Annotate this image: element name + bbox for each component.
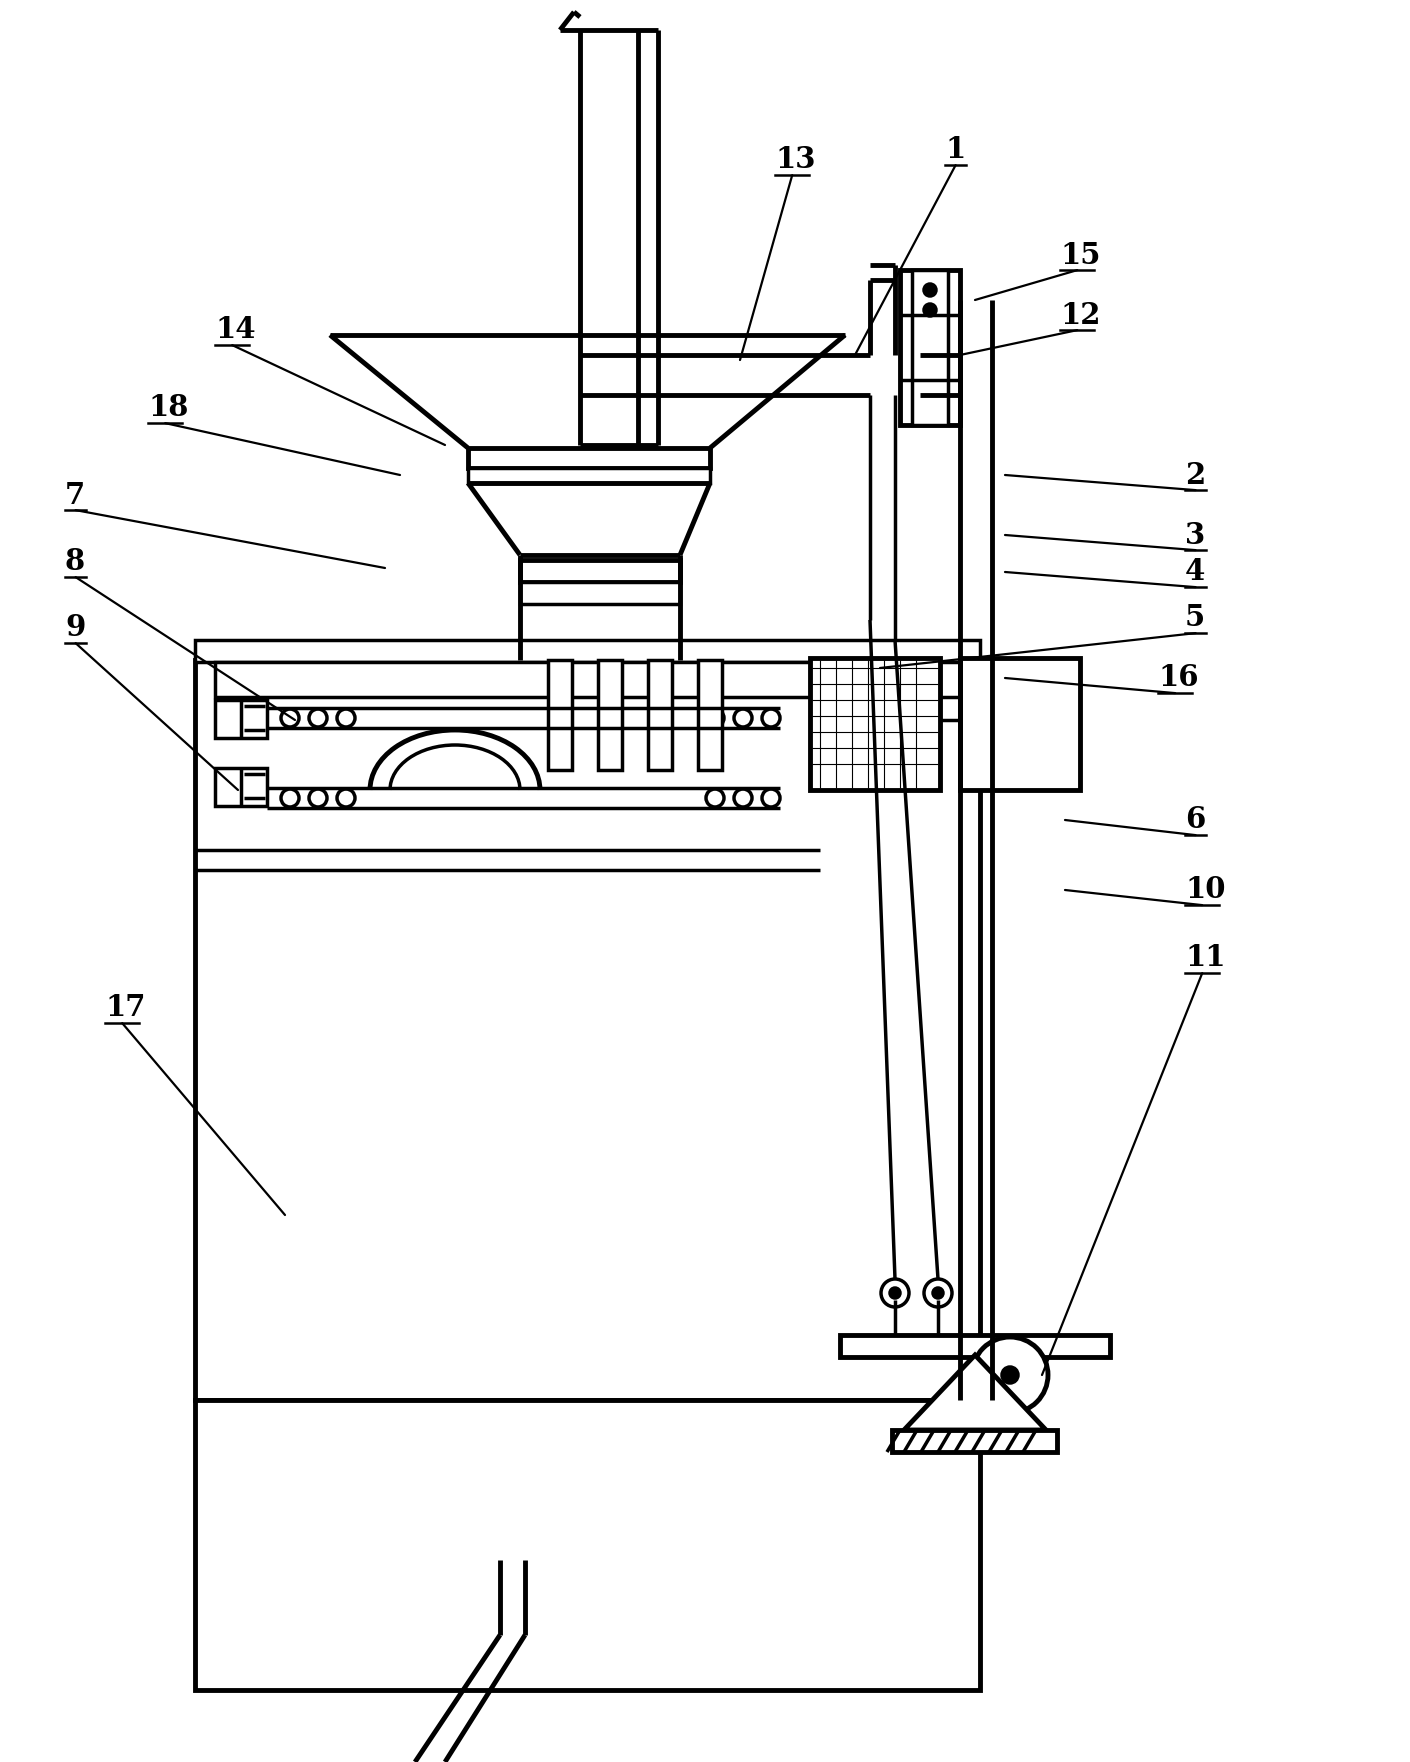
Text: 2: 2 — [1184, 460, 1206, 490]
Circle shape — [281, 789, 299, 807]
Circle shape — [281, 708, 299, 728]
Bar — [649, 661, 673, 770]
Bar — [698, 661, 722, 770]
Text: 18: 18 — [148, 393, 189, 423]
Bar — [468, 448, 711, 469]
Bar — [960, 657, 1080, 789]
Text: 13: 13 — [776, 146, 815, 174]
Bar — [195, 661, 980, 1401]
Text: 6: 6 — [1184, 805, 1206, 835]
Bar — [840, 1336, 1110, 1357]
Circle shape — [735, 789, 752, 807]
Bar — [214, 663, 960, 698]
Circle shape — [309, 789, 327, 807]
Text: 8: 8 — [65, 548, 85, 576]
Text: 14: 14 — [214, 315, 255, 345]
Bar — [468, 469, 711, 483]
Circle shape — [735, 708, 752, 728]
Circle shape — [761, 789, 780, 807]
Text: 10: 10 — [1184, 876, 1225, 904]
Text: 9: 9 — [65, 613, 86, 643]
Bar — [548, 661, 572, 770]
Text: 11: 11 — [1184, 943, 1225, 973]
Circle shape — [924, 1279, 952, 1307]
Bar — [809, 657, 940, 789]
Circle shape — [706, 789, 723, 807]
Circle shape — [761, 708, 780, 728]
Bar — [912, 270, 948, 425]
Circle shape — [881, 1279, 909, 1307]
Circle shape — [337, 708, 355, 728]
Text: 16: 16 — [1158, 664, 1198, 692]
Circle shape — [890, 1288, 900, 1299]
Bar — [520, 560, 680, 581]
Circle shape — [924, 284, 936, 296]
Bar — [195, 1401, 980, 1690]
Circle shape — [924, 305, 936, 315]
Bar — [900, 270, 960, 425]
Circle shape — [933, 1288, 943, 1299]
Bar — [195, 640, 980, 663]
Circle shape — [309, 708, 327, 728]
Text: 15: 15 — [1060, 240, 1100, 270]
Text: 1: 1 — [945, 136, 966, 164]
Circle shape — [337, 789, 355, 807]
Polygon shape — [904, 1355, 1046, 1431]
Bar — [598, 661, 622, 770]
Text: 5: 5 — [1184, 604, 1206, 633]
Bar — [214, 768, 266, 805]
Bar — [893, 1431, 1058, 1452]
Text: 7: 7 — [65, 481, 85, 509]
Text: 12: 12 — [1060, 301, 1100, 329]
Bar — [214, 700, 266, 738]
Circle shape — [1003, 1367, 1018, 1383]
Circle shape — [971, 1337, 1048, 1413]
Text: 4: 4 — [1184, 557, 1206, 587]
Text: 3: 3 — [1184, 520, 1206, 550]
Bar — [520, 581, 680, 604]
Circle shape — [706, 708, 723, 728]
Text: 17: 17 — [104, 994, 145, 1022]
